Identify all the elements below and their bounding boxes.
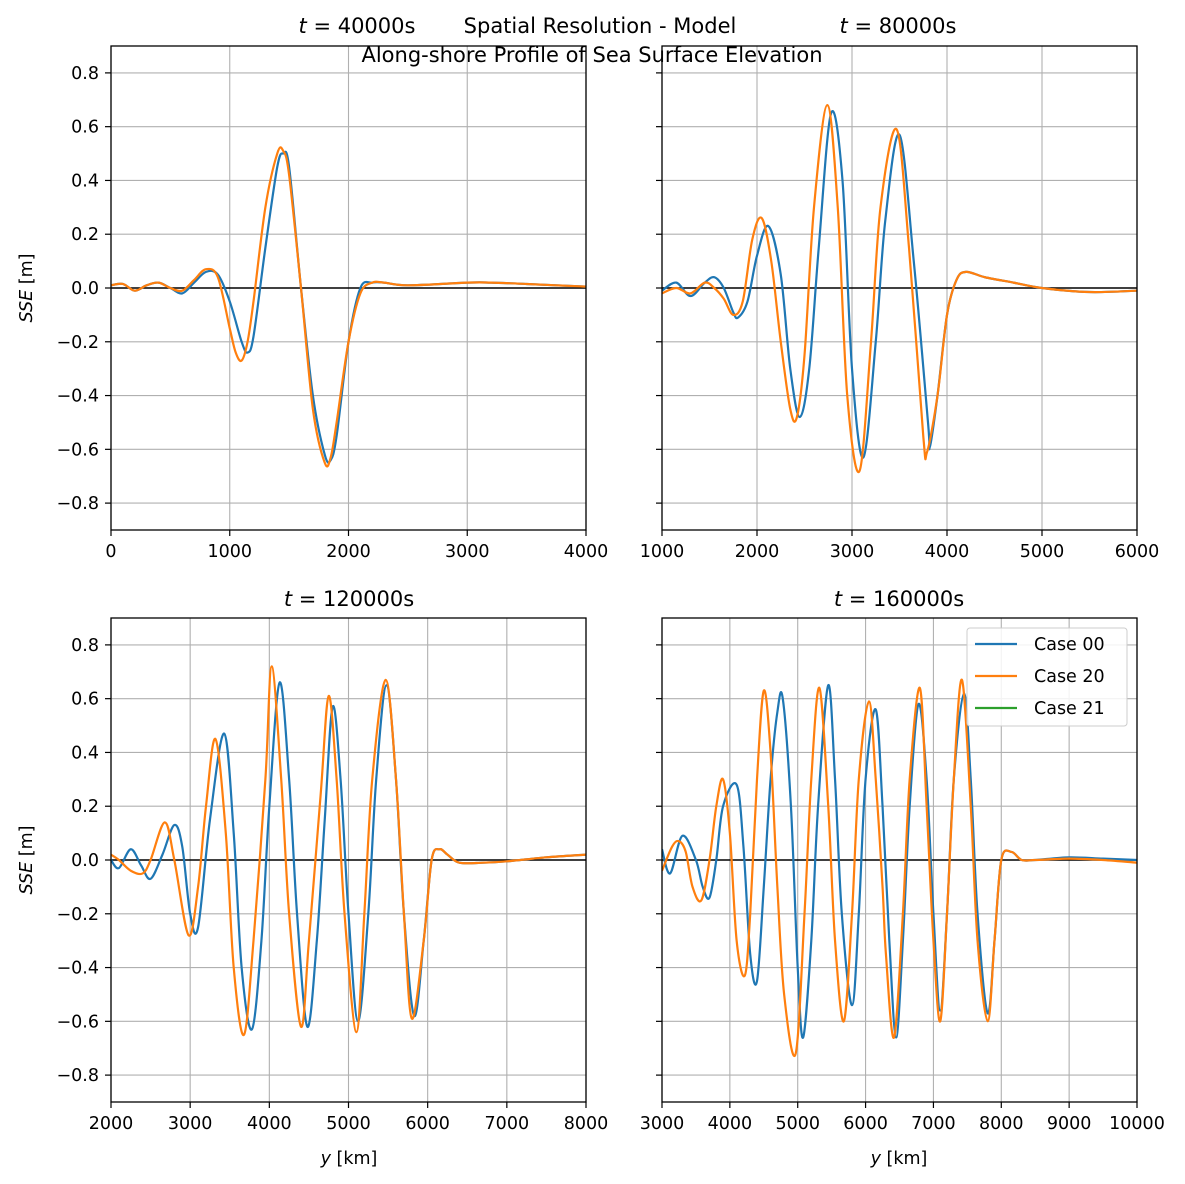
panel-4-xtick-label-4: 7000	[911, 1114, 956, 1134]
panel-1-xtick-label-3: 3000	[445, 542, 490, 562]
panel-3-ytick-label-1: −0.6	[57, 1012, 100, 1032]
panel-1-xtick-label-2: 2000	[326, 542, 371, 562]
panel-1-ytick-label-3: −0.2	[57, 333, 100, 353]
panel-2-series-case-00	[662, 110, 1137, 459]
suptitle-line1: Spatial Resolution - Model	[464, 14, 737, 38]
panel-3-ytick-label-7: 0.6	[71, 690, 99, 710]
legend-label-case-20: Case 20	[1034, 667, 1105, 687]
panel-1-xtick-label-1: 1000	[207, 542, 252, 562]
panel-2-xtick-label-0: 1000	[640, 542, 685, 562]
panel-1-series-case-20	[111, 146, 586, 468]
panel-3-ytick-label-8: 0.8	[71, 636, 99, 656]
panel-2-xtick-label-5: 6000	[1115, 542, 1160, 562]
panel-1-ytick-label-2: −0.4	[57, 387, 100, 407]
panel-1-ytick-label-8: 0.8	[71, 64, 99, 84]
panel-1-ytick-label-0: −0.8	[57, 494, 100, 514]
panel-3-xtick-label-4: 6000	[405, 1114, 450, 1134]
panel-4-xlabel: y [km]	[870, 1149, 928, 1169]
panel-4-xtick-label-6: 9000	[1047, 1114, 1092, 1134]
panel-3-ytick-label-2: −0.4	[57, 959, 100, 979]
panel-4-xtick-label-2: 5000	[775, 1114, 820, 1134]
panel-4-xtick-label-3: 6000	[843, 1114, 888, 1134]
panel-4-title: t = 160000s	[834, 587, 964, 611]
panel-1-ylabel: SSE [m]	[17, 254, 37, 323]
panel-1-ytick-label-5: 0.2	[71, 225, 99, 245]
panel-3: 2000 3000 4000 5000 6000 7000 8000 −0.8 −0.6 −0.4…	[57, 617, 609, 1134]
panel-4-xtick-label-7: 10000	[1109, 1114, 1165, 1134]
panel-1-ytick-label-6: 0.4	[71, 171, 99, 191]
panel-2-xtick-label-3: 4000	[925, 542, 970, 562]
panel-2-series-case-20	[662, 104, 1137, 474]
panel-2-xtick-label-1: 2000	[735, 542, 780, 562]
panel-1: 0 1000 2000 3000 4000 −0.8 −0.6 −0.4 −0.2 0.0 0.2 0…	[57, 45, 609, 562]
panel-4-series-case-20	[662, 678, 1137, 1058]
panel-3-xtick-label-0: 2000	[89, 1114, 134, 1134]
panel-4-xtick-label-0: 3000	[640, 1114, 685, 1134]
panel-3-ytick-label-6: 0.4	[71, 743, 99, 763]
panel-2-xtick-label-2: 3000	[830, 542, 875, 562]
panel-3-ylabel: SSE [m]	[17, 826, 37, 895]
panel-3-xlabel: y [km]	[320, 1149, 378, 1169]
panel-1-ytick-label-1: −0.6	[57, 440, 100, 460]
panel-2: 1000 2000 3000 4000 5000 6000	[640, 45, 1160, 562]
suptitle-line2: Along-shore Profile of Sea Surface Eleva…	[361, 43, 822, 67]
panel-3-title: t = 120000s	[284, 587, 414, 611]
legend-label-case-00: Case 00	[1034, 635, 1105, 655]
panel-1-title: t = 40000s	[299, 14, 416, 38]
panel-3-ytick-label-4: 0.0	[71, 851, 99, 871]
panel-3-ytick-label-0: −0.8	[57, 1066, 100, 1086]
panel-1-ytick-label-4: 0.0	[71, 279, 99, 299]
panel-1-xtick-label-4: 4000	[564, 542, 609, 562]
panel-1-ytick-label-7: 0.6	[71, 118, 99, 138]
panel-3-xtick-label-3: 5000	[326, 1114, 371, 1134]
panel-4: 3000 4000 5000 6000 7000 8000 9000 10000	[640, 617, 1165, 1134]
panel-2-title: t = 80000s	[840, 14, 957, 38]
panel-3-ytick-label-3: −0.2	[57, 905, 100, 925]
panel-3-xtick-label-2: 4000	[247, 1114, 292, 1134]
panel-2-xtick-label-4: 5000	[1020, 542, 1065, 562]
panel-1-xtick-label-0: 0	[105, 542, 116, 562]
panel-4-series-case-00	[662, 684, 1137, 1039]
panel-3-ytick-label-5: 0.2	[71, 797, 99, 817]
legend: Case 00 Case 20 Case 21	[966, 627, 1128, 727]
legend-label-case-21: Case 21	[1034, 699, 1105, 719]
legend-box	[966, 627, 1128, 727]
panel-3-series-case-20	[111, 665, 586, 1036]
panel-3-xtick-label-6: 8000	[564, 1114, 609, 1134]
panel-3-xtick-label-5: 7000	[485, 1114, 530, 1134]
panel-4-xtick-label-1: 4000	[708, 1114, 753, 1134]
panel-4-xtick-label-5: 8000	[979, 1114, 1024, 1134]
panel-3-xtick-label-1: 3000	[168, 1114, 213, 1134]
